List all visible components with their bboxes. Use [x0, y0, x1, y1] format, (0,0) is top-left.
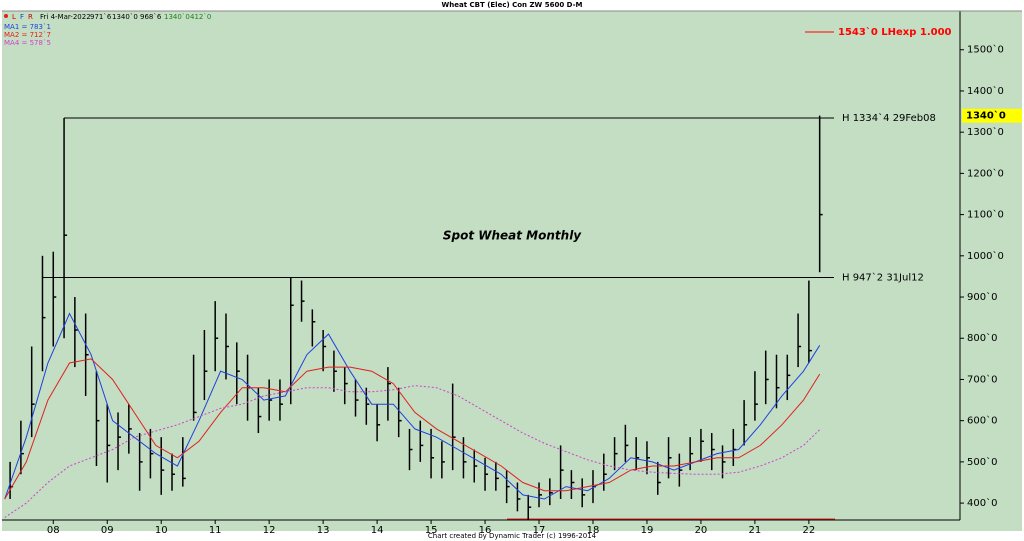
- legend-entry: MA1 = 783`1: [4, 23, 51, 31]
- moving-average: [4, 312, 821, 500]
- moving-average: [4, 385, 821, 518]
- x-tick-label: 19: [641, 525, 654, 536]
- y-tick-label: 400`0: [967, 497, 997, 509]
- chart-subtitle: Spot Wheat Monthly: [443, 229, 582, 243]
- legend-entry: MA4 = 578`5: [4, 39, 51, 47]
- y-tick-label: 900`0: [967, 291, 997, 303]
- annotation: H 1334`4 29Feb08: [842, 112, 936, 124]
- y-tick-label: 1400`0: [967, 85, 1004, 97]
- header-value: 968`6: [140, 13, 162, 21]
- toolbar-dot: [4, 14, 8, 18]
- moving-average: [4, 358, 821, 500]
- x-tick-label: 22: [803, 525, 816, 536]
- footer: Chart created by Dynamic Trader (c) 1996…: [428, 532, 597, 540]
- legend-entry: MA2 = 712`7: [4, 31, 51, 39]
- x-tick-label: 10: [155, 525, 168, 536]
- x-tick-label: 12: [263, 525, 276, 536]
- projection-label: 1543`0 LHexp 1.000: [838, 26, 952, 38]
- y-tick-label: 800`0: [967, 332, 997, 344]
- y-tick-label: 700`0: [967, 373, 997, 385]
- x-tick-label: 14: [371, 525, 384, 536]
- y-tick-label: 1300`0: [967, 126, 1004, 138]
- y-tick-label: 1500`0: [967, 44, 1004, 56]
- toolbar-button[interactable]: L: [12, 13, 16, 21]
- toolbar-button[interactable]: R: [28, 13, 33, 21]
- header-value: 1340`0: [112, 13, 138, 21]
- x-tick-label: 20: [695, 525, 708, 536]
- x-tick-label: 21: [749, 525, 762, 536]
- plot-background: [2, 11, 1022, 531]
- x-tick-label: 16: [479, 525, 492, 536]
- x-tick-label: 11: [209, 525, 222, 536]
- header-value: 971`6: [90, 13, 112, 21]
- y-tick-label: 1100`0: [967, 209, 1004, 221]
- header-date: Fri 4-Mar-2022: [40, 13, 91, 21]
- annotation: H 947`2 31Jul12: [842, 272, 924, 284]
- x-tick-label: 18: [587, 525, 600, 536]
- price-tag-label: 1340`0: [966, 110, 1006, 122]
- x-tick-label: 17: [533, 525, 546, 536]
- chart-title: Wheat CBT (Elec) Con ZW 5600 D-M: [442, 1, 583, 9]
- y-tick-label: 500`0: [967, 456, 997, 468]
- x-tick-label: 09: [101, 525, 114, 536]
- y-tick-label: 600`0: [967, 415, 997, 427]
- x-tick-label: 15: [425, 525, 438, 536]
- x-tick-label: 13: [317, 525, 330, 536]
- header-value: 412`0: [190, 13, 211, 21]
- y-tick-label: 1000`0: [967, 250, 1004, 262]
- x-tick-label: 08: [47, 525, 60, 536]
- y-tick-label: 1200`0: [967, 167, 1004, 179]
- price-tag: [962, 108, 1022, 123]
- header-value: 1340`0: [164, 13, 190, 21]
- toolbar-button[interactable]: F: [20, 13, 24, 21]
